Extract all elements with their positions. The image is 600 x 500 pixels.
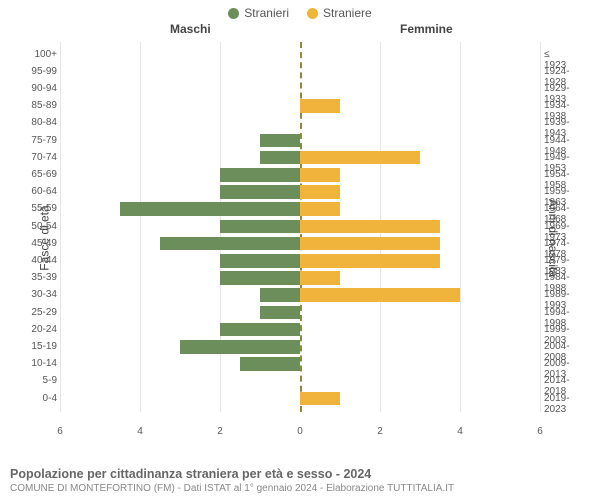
x-tick: 6 — [57, 426, 63, 437]
bar-row — [60, 218, 540, 235]
y-left-label: 15-19 — [25, 341, 57, 352]
bar-row — [60, 63, 540, 80]
legend-male: Stranieri — [228, 6, 289, 20]
bar-male — [260, 288, 300, 302]
x-tick: 2 — [217, 426, 223, 437]
y-left-label: 5-9 — [25, 375, 57, 386]
bar-row — [60, 338, 540, 355]
bar-row — [60, 287, 540, 304]
header-femmine: Femmine — [400, 22, 453, 36]
y-left-label: 25-29 — [25, 307, 57, 318]
bar-male — [180, 340, 300, 354]
y-left-label: 35-39 — [25, 272, 57, 283]
legend: Stranieri Straniere — [0, 0, 600, 22]
bar-row — [60, 235, 540, 252]
bar-female — [300, 271, 340, 285]
bar-male — [220, 168, 300, 182]
bar-row — [60, 98, 540, 115]
header-maschi: Maschi — [170, 22, 211, 36]
bar-male — [220, 185, 300, 199]
y-left-label: 55-59 — [25, 203, 57, 214]
y-left-label: 95-99 — [25, 66, 57, 77]
bar-female — [300, 185, 340, 199]
y-right-label: 2019-2023 — [544, 393, 570, 415]
bar-female — [300, 168, 340, 182]
bar-row — [60, 132, 540, 149]
y-left-label: 90-94 — [25, 83, 57, 94]
bar-female — [300, 202, 340, 216]
bar-male — [260, 134, 300, 148]
legend-male-label: Stranieri — [244, 6, 289, 20]
x-tick: 2 — [377, 426, 383, 437]
column-headers: Maschi Femmine — [0, 22, 600, 38]
legend-female-label: Straniere — [323, 6, 372, 20]
y-left-label: 0-4 — [25, 393, 57, 404]
chart-subtitle: COMUNE DI MONTEFORTINO (FM) - Dati ISTAT… — [10, 483, 590, 494]
y-left-label: 75-79 — [25, 135, 57, 146]
x-tick: 4 — [137, 426, 143, 437]
bar-male — [220, 220, 300, 234]
bar-male — [260, 306, 300, 320]
legend-female: Straniere — [307, 6, 372, 20]
y-left-label: 30-34 — [25, 289, 57, 300]
bar-row — [60, 184, 540, 201]
plot-area: 6420246 100+≤ 192395-991924-192890-94192… — [60, 42, 540, 412]
bar-male — [240, 357, 300, 371]
bar-row — [60, 270, 540, 287]
y-left-label: 40-44 — [25, 255, 57, 266]
bar-female — [300, 220, 440, 234]
grid-line — [540, 42, 541, 412]
x-tick: 0 — [297, 426, 303, 437]
bar-row — [60, 390, 540, 407]
legend-female-swatch — [307, 8, 318, 19]
bar-row — [60, 356, 540, 373]
bar-female — [300, 237, 440, 251]
bar-row — [60, 201, 540, 218]
bar-row — [60, 321, 540, 338]
bar-male — [260, 151, 300, 165]
y-left-label: 80-84 — [25, 117, 57, 128]
bar-male — [160, 237, 300, 251]
bar-male — [220, 271, 300, 285]
bar-male — [220, 323, 300, 337]
legend-male-swatch — [228, 8, 239, 19]
bar-female — [300, 392, 340, 406]
footer: Popolazione per cittadinanza straniera p… — [10, 467, 590, 494]
y-left-label: 45-49 — [25, 238, 57, 249]
bar-row — [60, 373, 540, 390]
y-left-label: 10-14 — [25, 358, 57, 369]
bar-female — [300, 288, 460, 302]
bar-row — [60, 80, 540, 97]
bar-row — [60, 252, 540, 269]
y-left-label: 100+ — [25, 49, 57, 60]
y-left-label: 20-24 — [25, 324, 57, 335]
y-left-label: 60-64 — [25, 186, 57, 197]
bar-row — [60, 115, 540, 132]
y-left-label: 65-69 — [25, 169, 57, 180]
y-left-label: 70-74 — [25, 152, 57, 163]
bar-row — [60, 304, 540, 321]
y-left-label: 85-89 — [25, 100, 57, 111]
bar-male — [120, 202, 300, 216]
chart: Fasce di età Anni di nascita 6420246 100… — [0, 38, 600, 438]
y-left-label: 50-54 — [25, 221, 57, 232]
bar-row — [60, 166, 540, 183]
bar-female — [300, 151, 420, 165]
bar-female — [300, 254, 440, 268]
chart-title: Popolazione per cittadinanza straniera p… — [10, 467, 590, 481]
bar-row — [60, 46, 540, 63]
x-tick: 4 — [457, 426, 463, 437]
bar-row — [60, 149, 540, 166]
bar-male — [220, 254, 300, 268]
x-tick: 6 — [537, 426, 543, 437]
bar-female — [300, 99, 340, 113]
